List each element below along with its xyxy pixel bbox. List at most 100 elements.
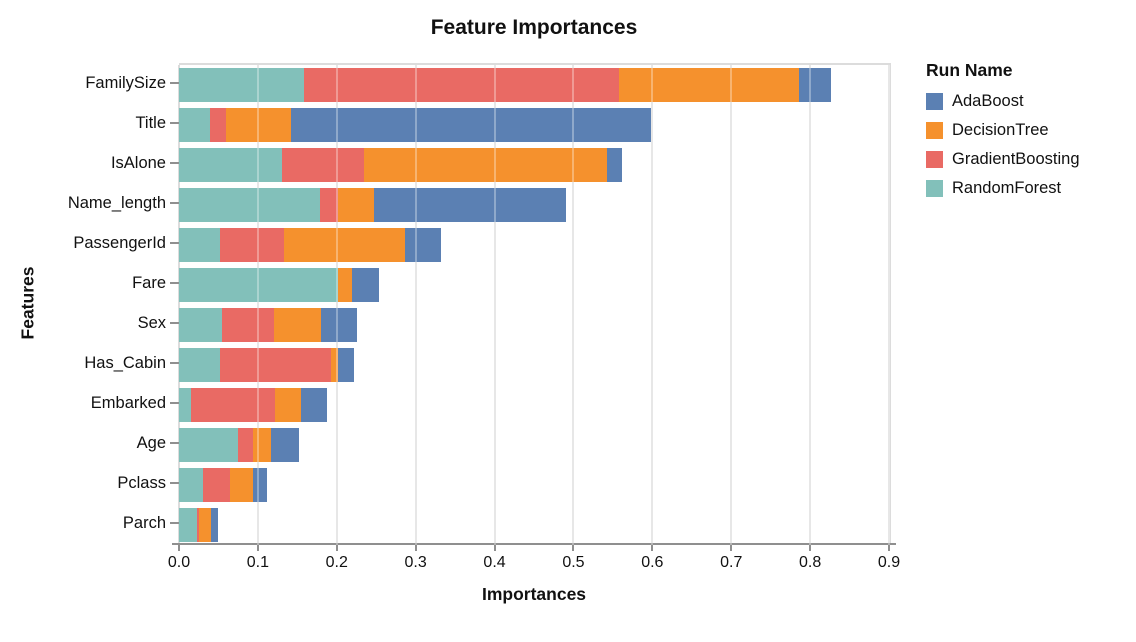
bar-row-has-cabin — [179, 348, 889, 382]
x-tick-label-0.8: 0.8 — [798, 554, 822, 571]
legend-title: Run Name — [926, 60, 1013, 80]
y-tick-passengerid — [170, 242, 179, 244]
x-tick-0.1 — [256, 545, 259, 551]
x-tick-0.8 — [809, 545, 812, 551]
y-tick-name-length — [170, 202, 179, 204]
y-tick-label-isalone: IsAlone — [110, 154, 166, 172]
bar-segment-has-cabin-decisiontree — [331, 348, 339, 382]
y-tick-label-fare: Fare — [132, 274, 166, 292]
y-tick-label-has-cabin: Has_Cabin — [84, 354, 166, 372]
x-tick-label-0.3: 0.3 — [404, 554, 427, 571]
gridline-0.6 — [651, 65, 654, 545]
y-tick-parch — [170, 522, 179, 524]
y-tick-label-title: Title — [135, 114, 166, 132]
bar-segment-age-gradientboosting — [238, 428, 254, 462]
x-axis-title: Importances — [481, 584, 587, 604]
legend-label-randomforest: RandomForest — [952, 179, 1062, 197]
bar-row-fare — [179, 268, 889, 302]
bar-row-age — [179, 428, 889, 462]
bar-segment-passengerid-randomforest — [179, 228, 221, 262]
bar-segment-title-adaboost — [291, 108, 651, 142]
bar-segment-passengerid-decisiontree — [283, 228, 405, 262]
gridline-0.1 — [256, 65, 259, 545]
x-tick-0.6 — [651, 545, 654, 551]
gridline-0.8 — [809, 65, 812, 545]
bar-row-embarked — [179, 388, 889, 422]
bar-row-parch — [179, 508, 889, 542]
legend-entries: AdaBoost DecisionTree GradientBoosting Rand… — [926, 92, 1126, 197]
bar-segment-embarked-adaboost — [301, 388, 328, 422]
y-tick-label-parch: Parch — [122, 514, 166, 532]
y-tick-label-sex: Sex — [137, 314, 166, 332]
y-tick-has-cabin — [170, 362, 179, 364]
y-tick-label-age: Age — [136, 434, 166, 452]
bar-segment-pclass-gradientboosting — [202, 468, 231, 502]
bar-segment-pclass-randomforest — [179, 468, 203, 502]
bar-row-familysize — [179, 68, 889, 102]
x-tick-label-0.9: 0.9 — [877, 554, 901, 571]
x-tick-label-0.6: 0.6 — [641, 554, 664, 571]
bar-segment-name-length-gradientboosting — [320, 188, 339, 222]
bar-segment-familysize-adaboost — [799, 68, 831, 102]
bar-segment-isalone-randomforest — [179, 148, 283, 182]
x-tick-0.4 — [493, 545, 496, 551]
bar-segment-sex-gradientboosting — [222, 308, 274, 342]
legend-label-adaboost: AdaBoost — [952, 92, 1024, 110]
y-tick-label-name-length: Name_length — [67, 194, 166, 212]
bar-segment-has-cabin-gradientboosting — [220, 348, 332, 382]
bar-segment-sex-adaboost — [321, 308, 358, 342]
bar-segment-name-length-adaboost — [373, 188, 567, 222]
bar-segment-name-length-randomforest — [179, 188, 321, 222]
x-tick-0.5 — [572, 545, 575, 551]
bar-segment-parch-randomforest — [179, 508, 198, 542]
bar-segment-familysize-gradientboosting — [304, 68, 620, 102]
bar-row-pclass — [179, 468, 889, 502]
y-tick-label-passengerid: PassengerId — [73, 234, 166, 252]
legend-swatch-gradientboosting-icon — [926, 151, 943, 168]
gridline-overlay-0.9 — [888, 65, 890, 545]
y-tick-title — [170, 122, 179, 124]
bar-segment-title-gradientboosting — [209, 108, 226, 142]
y-tick-label-embarked: Embarked — [90, 394, 166, 412]
gridline-0.5 — [572, 65, 575, 545]
bar-row-sex — [179, 308, 889, 342]
bar-segment-passengerid-adaboost — [404, 228, 441, 262]
bar-segment-embarked-randomforest — [179, 388, 191, 422]
bar-segment-embarked-decisiontree — [275, 388, 302, 422]
legend: Run Name AdaBoost DecisionTree GradientBoo… — [926, 60, 1126, 209]
bar-segment-age-decisiontree — [253, 428, 272, 462]
bar-segment-age-randomforest — [179, 428, 239, 462]
bar-row-name-length — [179, 188, 889, 222]
gridline-overlay-0.7 — [730, 65, 733, 545]
gridline-0.3 — [414, 65, 417, 545]
y-tick-age — [170, 442, 179, 444]
legend-swatch-randomforest-icon — [926, 180, 943, 197]
y-tick-fare — [170, 282, 179, 284]
bar-segment-isalone-gradientboosting — [282, 148, 364, 182]
gridline-overlay-0.6 — [651, 65, 654, 545]
y-tick-label-familysize: FamilySize — [85, 74, 166, 92]
legend-swatch-adaboost-icon — [926, 93, 943, 110]
bar-segment-parch-gradientboosting — [197, 508, 199, 542]
bar-segment-pclass-decisiontree — [230, 468, 254, 502]
bar-segment-isalone-adaboost — [607, 148, 622, 182]
x-tick-label-0.5: 0.5 — [562, 554, 585, 571]
x-axis-line — [172, 543, 896, 545]
legend-label-decisiontree: DecisionTree — [952, 121, 1049, 139]
gridline-0.4 — [493, 65, 496, 545]
x-tick-label-0.0: 0.0 — [167, 554, 191, 571]
bar-segment-fare-randomforest — [179, 268, 339, 302]
gridline-0.7 — [730, 65, 733, 545]
bar-row-passengerid — [179, 228, 889, 262]
y-tick-sex — [170, 322, 179, 324]
bar-segment-fare-decisiontree — [338, 268, 352, 302]
plot-area — [178, 63, 891, 545]
bar-segment-isalone-decisiontree — [363, 148, 608, 182]
x-tick-0.7 — [730, 545, 733, 551]
bar-segment-passengerid-gradientboosting — [220, 228, 284, 262]
y-tick-label-pclass: Pclass — [117, 474, 166, 492]
y-tick-isalone — [170, 162, 179, 164]
y-axis-title: Features — [17, 266, 38, 340]
x-tick-0.9 — [888, 545, 890, 551]
